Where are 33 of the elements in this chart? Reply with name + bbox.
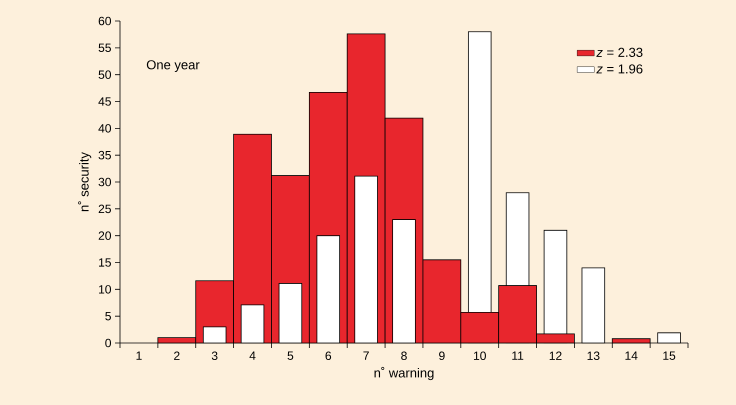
y-tick-label: 55 (98, 44, 111, 52)
x-tick-label: 7 (363, 352, 369, 360)
x-tick-label: 1 (136, 352, 142, 360)
x-tick-label: 11 (512, 352, 524, 360)
y-tick-label: 20 (98, 231, 112, 240)
annotation: One year (146, 60, 200, 72)
x-tick-label: 5 (288, 352, 294, 360)
y-axis-title: n˚ security (78, 152, 92, 212)
y-tick-label: 40 (98, 124, 112, 133)
y-tick-label: 60 (98, 16, 112, 26)
x-tick-label: 13 (588, 352, 600, 360)
y-tick-label: 0 (105, 338, 112, 348)
legend-label: z = 2.33 (596, 48, 642, 57)
y-tick-label: 50 (98, 70, 112, 79)
x-axis-title: n˚ warning (374, 366, 434, 380)
y-tick-label: 30 (98, 178, 112, 186)
x-tick-label: 10 (474, 352, 486, 360)
y-tick-label: 5 (105, 312, 111, 320)
x-tick-label: 3 (212, 352, 218, 360)
x-tick-label: 15 (663, 352, 676, 360)
y-tick-label: 25 (98, 204, 111, 214)
x-tick-label: 9 (439, 352, 445, 360)
x-tick-label: 8 (401, 352, 407, 360)
y-tick-label: 15 (99, 258, 111, 267)
x-tick-label: 2 (174, 352, 180, 360)
x-tick-label: 14 (625, 352, 638, 360)
y-tick-label: 35 (98, 150, 111, 160)
y-tick-label: 10 (99, 285, 112, 294)
y-tick-label: 45 (98, 97, 111, 106)
x-tick-label: 12 (550, 352, 562, 360)
x-tick-label: 4 (249, 352, 256, 360)
x-tick-label: 6 (326, 352, 332, 360)
legend-label: z = 1.96 (596, 64, 642, 74)
